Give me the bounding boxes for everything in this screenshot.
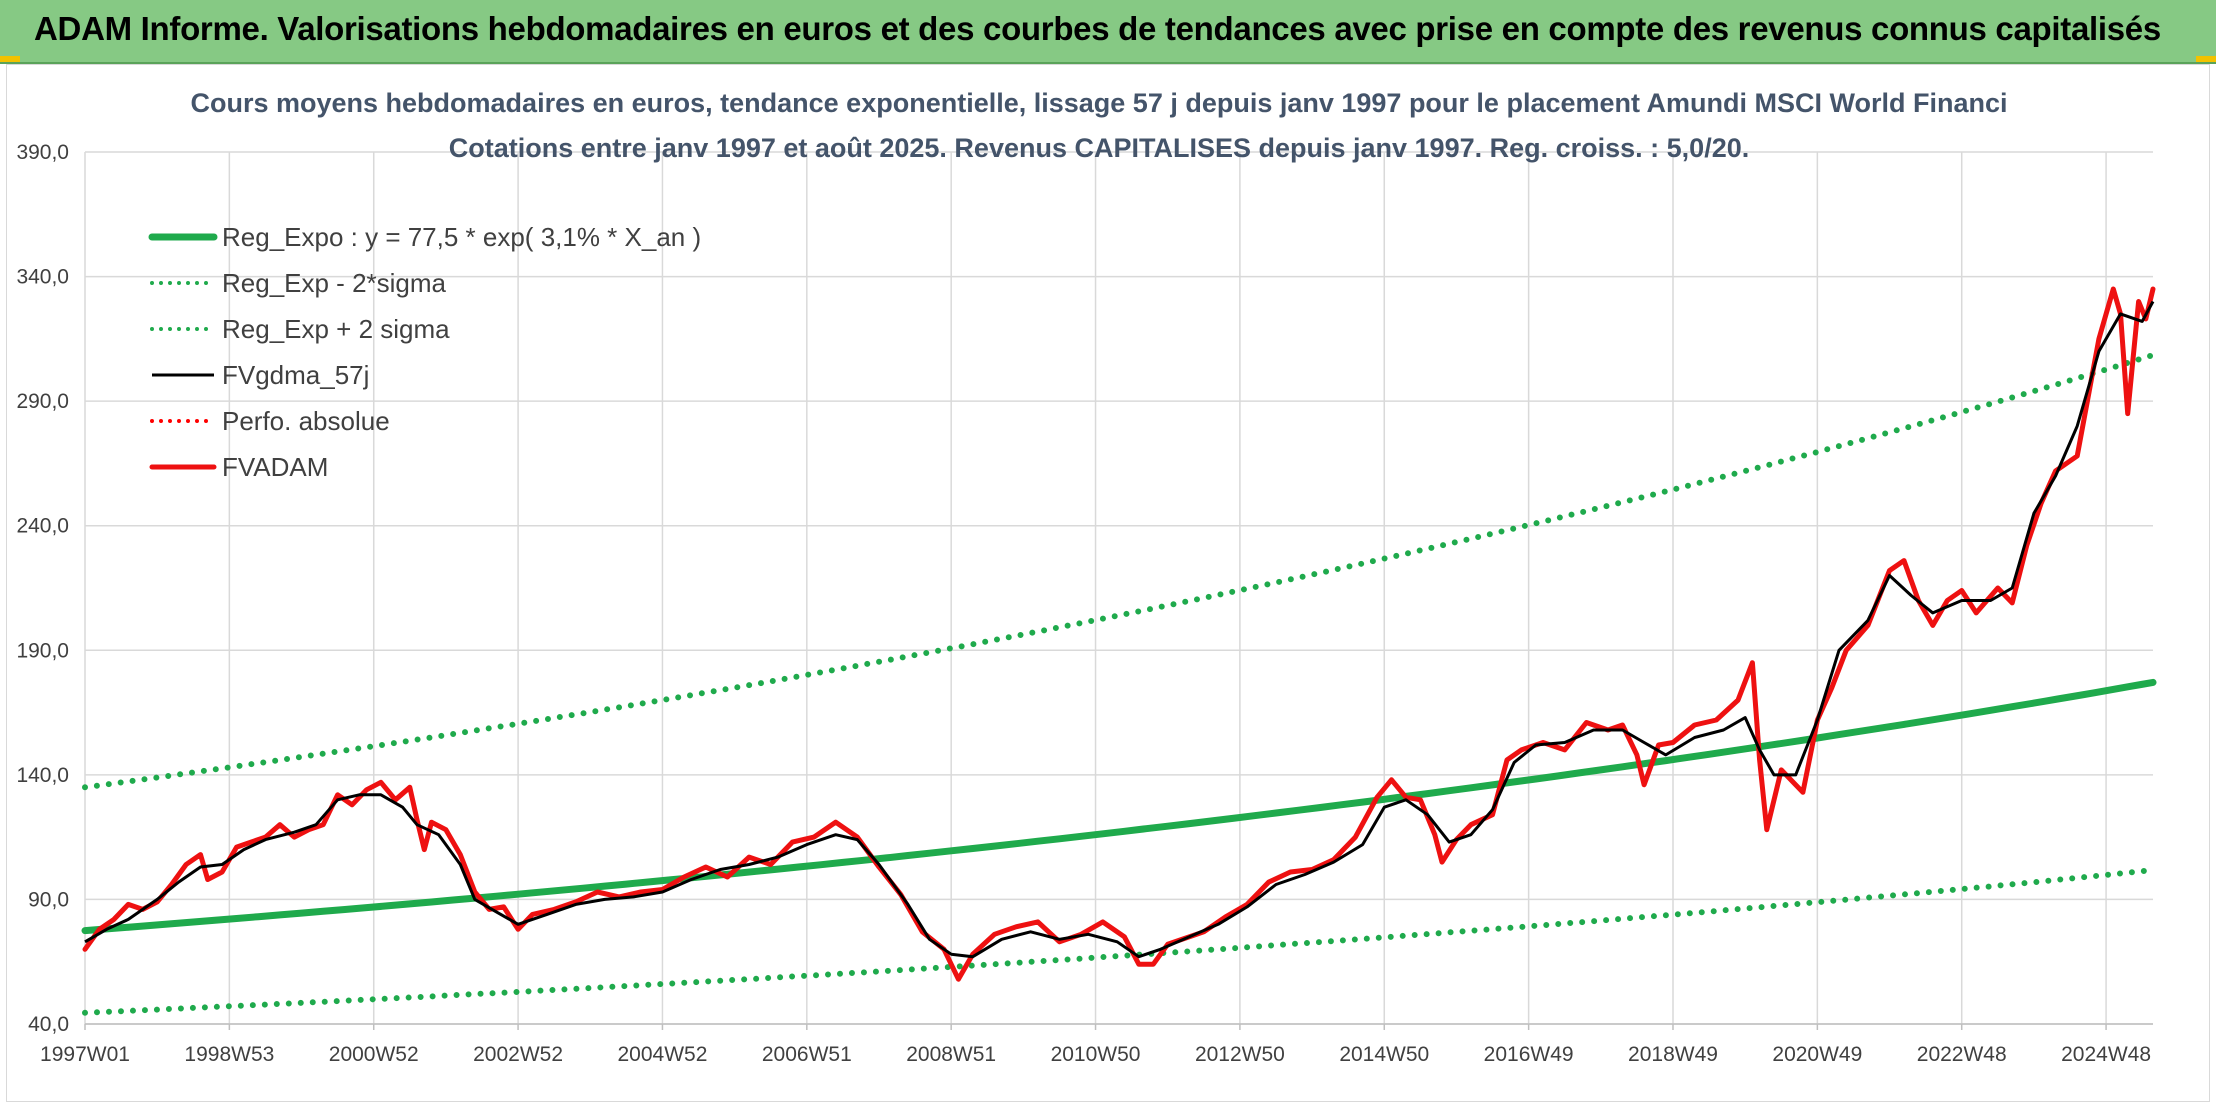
x-tick-label: 2004W52 bbox=[617, 1043, 707, 1066]
x-tick-label: 2010W50 bbox=[1051, 1043, 1141, 1066]
x-tick-label: 2008W51 bbox=[906, 1043, 996, 1066]
y-tick-label: 190,0 bbox=[16, 639, 69, 662]
chart-frame: Cours moyens hebdomadaires en euros, ten… bbox=[6, 64, 2210, 1102]
legend-label-5: FVADAM bbox=[222, 452, 328, 482]
chart-svg: Cours moyens hebdomadaires en euros, ten… bbox=[16, 88, 2157, 1066]
report-title: ADAM Informe. Valorisations hebdomadaire… bbox=[34, 10, 2161, 47]
chart-title-line-2: Cotations entre janv 1997 et août 2025. … bbox=[449, 133, 1749, 163]
x-tick-label: 1998W53 bbox=[184, 1043, 274, 1066]
corner-marker-left bbox=[0, 56, 20, 62]
legend-label-0: Reg_Expo : y = 77,5 * exp( 3,1% * X_an ) bbox=[222, 222, 701, 252]
y-tick-label: 240,0 bbox=[16, 515, 69, 538]
series-line-1 bbox=[82, 867, 2156, 1016]
chart-title-line-1: Cours moyens hebdomadaires en euros, ten… bbox=[191, 88, 2008, 118]
legend-label-1: Reg_Exp - 2*sigma bbox=[222, 268, 447, 298]
series-line-5 bbox=[82, 286, 2156, 982]
grid-layer bbox=[84, 151, 2153, 1025]
y-tick-label: 390,0 bbox=[16, 141, 69, 164]
x-tick-label: 2012W50 bbox=[1195, 1043, 1285, 1066]
legend-label-3: FVgdma_57j bbox=[222, 360, 369, 390]
y-tick-label: 140,0 bbox=[16, 764, 69, 787]
y-tick-label: 40,0 bbox=[28, 1013, 69, 1036]
x-tick-label: 2002W52 bbox=[473, 1043, 563, 1066]
y-tick-label: 290,0 bbox=[16, 390, 69, 413]
legend-label-2: Reg_Exp + 2 sigma bbox=[222, 314, 450, 344]
y-tick-label: 90,0 bbox=[28, 888, 69, 911]
x-tick-label: 2024W48 bbox=[2061, 1043, 2151, 1066]
x-tick-label: 2020W49 bbox=[1772, 1043, 1862, 1066]
x-tick-label: 2006W51 bbox=[762, 1043, 852, 1066]
axis-layer: 40,0 90,0 140,0 190,0 240,0 290,0 340,0 390,0 19… bbox=[16, 141, 2153, 1066]
x-tick-label: 2018W49 bbox=[1628, 1043, 1718, 1066]
series-line-0 bbox=[81, 678, 2157, 935]
x-tick-label: 2016W49 bbox=[1484, 1043, 1574, 1066]
y-tick-label: 340,0 bbox=[16, 266, 69, 289]
x-tick-label: 1997W01 bbox=[40, 1043, 130, 1066]
report-banner: ADAM Informe. Valorisations hebdomadaire… bbox=[0, 0, 2216, 64]
x-tick-label: 2022W48 bbox=[1917, 1043, 2007, 1066]
x-tick-label: 2000W52 bbox=[329, 1043, 419, 1066]
legend: Reg_Expo : y = 77,5 * exp( 3,1% * X_an )… bbox=[148, 222, 701, 482]
legend-label-4: Perfo. absolue bbox=[222, 406, 390, 436]
series-line-3 bbox=[84, 300, 2155, 959]
series-layer bbox=[81, 286, 2157, 1016]
corner-marker-right bbox=[2196, 56, 2216, 62]
series-line-2 bbox=[82, 352, 2156, 791]
x-tick-label: 2014W50 bbox=[1339, 1043, 1429, 1066]
